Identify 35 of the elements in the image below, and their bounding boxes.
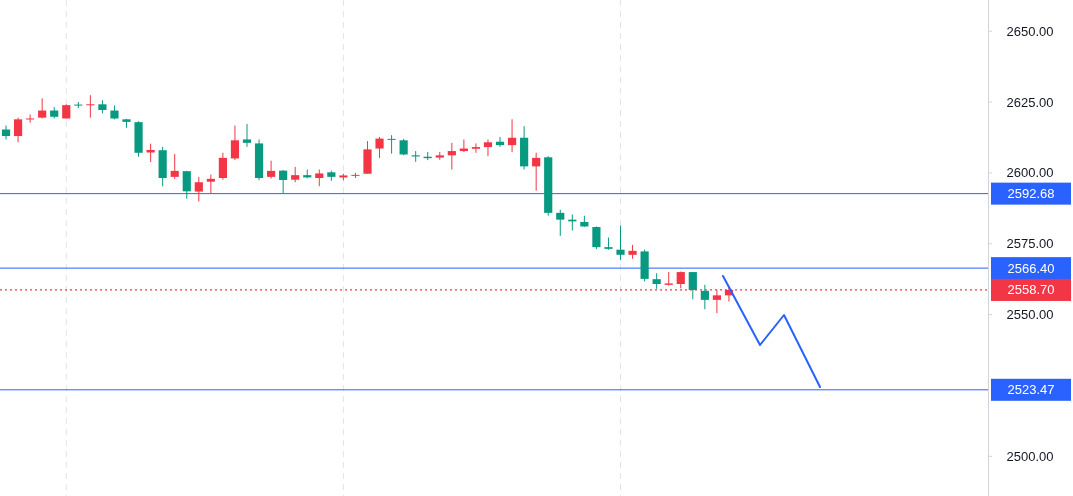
y-tick-label: 2575.00 bbox=[1006, 236, 1054, 252]
candlestick bbox=[507, 118, 517, 153]
candlestick bbox=[471, 142, 481, 154]
candlestick bbox=[26, 114, 35, 124]
candlestick bbox=[242, 123, 252, 148]
candlestick bbox=[592, 225, 601, 250]
ref-line-label: 2558.70 bbox=[1007, 282, 1055, 298]
y-tick-label: 2500.00 bbox=[1006, 448, 1054, 464]
y-tick-label: 2550.00 bbox=[1006, 307, 1054, 323]
candlestick bbox=[194, 176, 203, 203]
candlestick bbox=[688, 271, 697, 300]
candlestick bbox=[13, 117, 23, 143]
candlestick bbox=[387, 134, 396, 155]
candlestick bbox=[1, 125, 11, 140]
candlestick bbox=[170, 153, 179, 180]
candlestick bbox=[447, 142, 456, 170]
ref-line-label: 2523.47 bbox=[1007, 382, 1055, 398]
candlestick bbox=[267, 160, 276, 180]
candlestick bbox=[86, 94, 95, 119]
candlestick bbox=[279, 169, 288, 195]
ref-line-label: 2592.68 bbox=[1007, 186, 1055, 202]
candlestick bbox=[218, 152, 227, 181]
candlestick bbox=[230, 125, 240, 161]
y-tick-label: 2600.00 bbox=[1006, 165, 1054, 181]
ref-line-label: 2566.40 bbox=[1007, 260, 1055, 276]
candlestick bbox=[206, 174, 215, 194]
candlestick bbox=[556, 209, 565, 237]
y-tick-label: 2625.00 bbox=[1006, 94, 1054, 110]
candlestick bbox=[375, 136, 384, 159]
candlestick bbox=[616, 225, 625, 261]
candlestick bbox=[700, 284, 709, 310]
candlestick bbox=[182, 170, 191, 200]
candlestick bbox=[483, 138, 493, 157]
y-tick-label: 2650.00 bbox=[1006, 23, 1054, 39]
candlestick bbox=[532, 152, 541, 192]
